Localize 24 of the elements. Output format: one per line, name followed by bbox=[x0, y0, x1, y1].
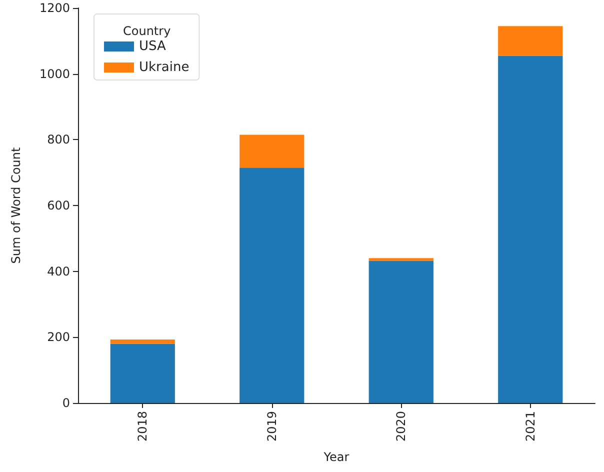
bar bbox=[110, 344, 175, 403]
bar bbox=[240, 134, 304, 168]
y-tick-label: 1000 bbox=[39, 66, 70, 81]
y-tick-label: 0 bbox=[62, 396, 70, 410]
y-tick-label: 200 bbox=[47, 330, 70, 344]
bar bbox=[240, 168, 304, 403]
bar bbox=[110, 339, 175, 344]
bar bbox=[368, 258, 434, 261]
bar bbox=[368, 260, 434, 403]
x-tick-label: 2019 bbox=[264, 411, 279, 442]
x-tick-label: 2018 bbox=[136, 411, 150, 442]
x-axis-title: Year bbox=[322, 450, 350, 464]
legend-title: Country bbox=[123, 24, 171, 38]
x-tick-label: 2021 bbox=[523, 411, 538, 442]
bar bbox=[498, 26, 563, 56]
x-tick-label: 2020 bbox=[394, 411, 408, 442]
y-axis-title: Sum of Word Count bbox=[9, 147, 23, 264]
y-tick-label: 800 bbox=[47, 132, 70, 147]
y-tick-label: 1200 bbox=[39, 1, 70, 15]
y-tick-label: 600 bbox=[47, 198, 70, 212]
legend-label: USA bbox=[139, 39, 166, 54]
y-tick-label: 400 bbox=[47, 264, 70, 278]
bar bbox=[498, 56, 563, 403]
legend-label: Ukraine bbox=[139, 60, 190, 75]
